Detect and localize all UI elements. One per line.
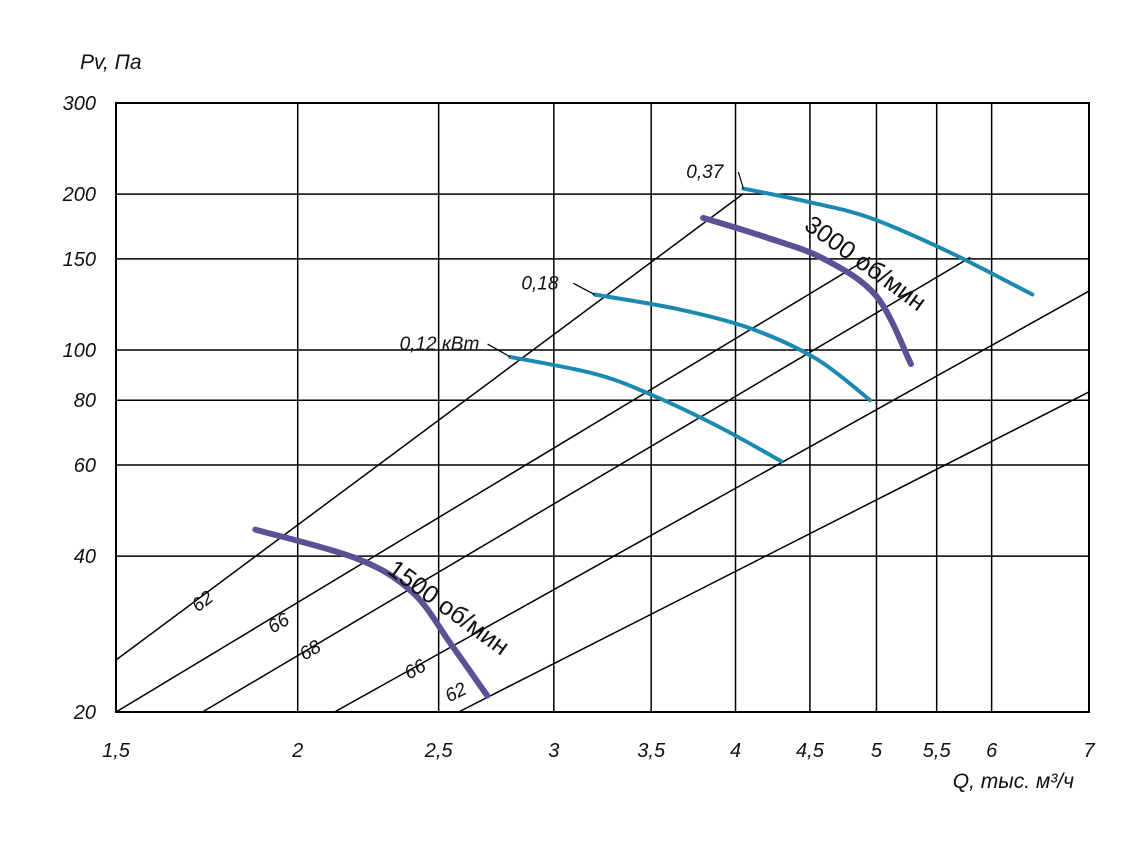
power-label: 0,12 кВт (400, 334, 480, 355)
power-label-leader (573, 282, 595, 296)
y-tick-label: 300 (63, 93, 96, 115)
power-label: 0,18 (521, 273, 558, 294)
noise-level-line (458, 391, 1090, 713)
chart-labels: 1,5 2 2,5 3 3,5 4 4,5 5 5,5 6 7 20 40 60 80 100 150 200 30… (62, 93, 1096, 762)
noise-level-label: 62 (188, 587, 218, 617)
y-tick-label: 80 (74, 390, 96, 412)
noise-level-lines (115, 193, 1090, 713)
x-tick-label: 4,5 (796, 740, 825, 762)
power-curve (741, 186, 1035, 297)
grid-lines (116, 103, 1089, 712)
y-tick-label: 100 (63, 340, 96, 362)
x-tick-label: 5 (871, 740, 883, 762)
noise-level-line (202, 256, 971, 713)
y-tick-label: 150 (63, 249, 96, 271)
fan-curve (700, 214, 914, 367)
noise-level-label: 66 (401, 655, 430, 684)
noise-level-label: 66 (264, 609, 293, 638)
noise-level-line (115, 193, 744, 661)
x-tick-label: 3,5 (637, 740, 666, 762)
power-label-leader (737, 171, 744, 189)
y-axis-label: Pv, Па (80, 51, 142, 74)
power-label-leader (487, 343, 511, 358)
x-tick-label: 1,5 (102, 740, 131, 762)
performance-curves (252, 171, 1035, 699)
x-tick-label: 2,5 (424, 740, 454, 762)
y-tick-label: 60 (74, 455, 96, 477)
noise-level-label: 62 (442, 679, 471, 707)
y-tick-label: 40 (74, 546, 96, 568)
noise-level-line (334, 290, 1090, 713)
speed-label: 3000 об/мин (799, 210, 931, 317)
y-tick-label: 200 (62, 184, 96, 206)
power-curve (508, 354, 784, 464)
noise-level-line (115, 256, 871, 713)
power-curve (592, 292, 873, 403)
x-tick-label: 2 (291, 740, 303, 762)
power-label: 0,37 (686, 162, 724, 183)
plot-area-frame (115, 102, 1090, 713)
y-tick-label: 20 (73, 702, 96, 724)
x-tick-label: 3 (548, 740, 559, 762)
x-axis-label: Q, тыс. м³/ч (953, 770, 1074, 793)
x-tick-label: 4 (730, 740, 741, 762)
noise-level-label: 68 (296, 636, 325, 665)
x-tick-label: 5,5 (923, 740, 952, 762)
x-tick-label: 7 (1083, 740, 1095, 762)
x-tick-label: 6 (986, 740, 998, 762)
fan-curve (252, 526, 491, 699)
